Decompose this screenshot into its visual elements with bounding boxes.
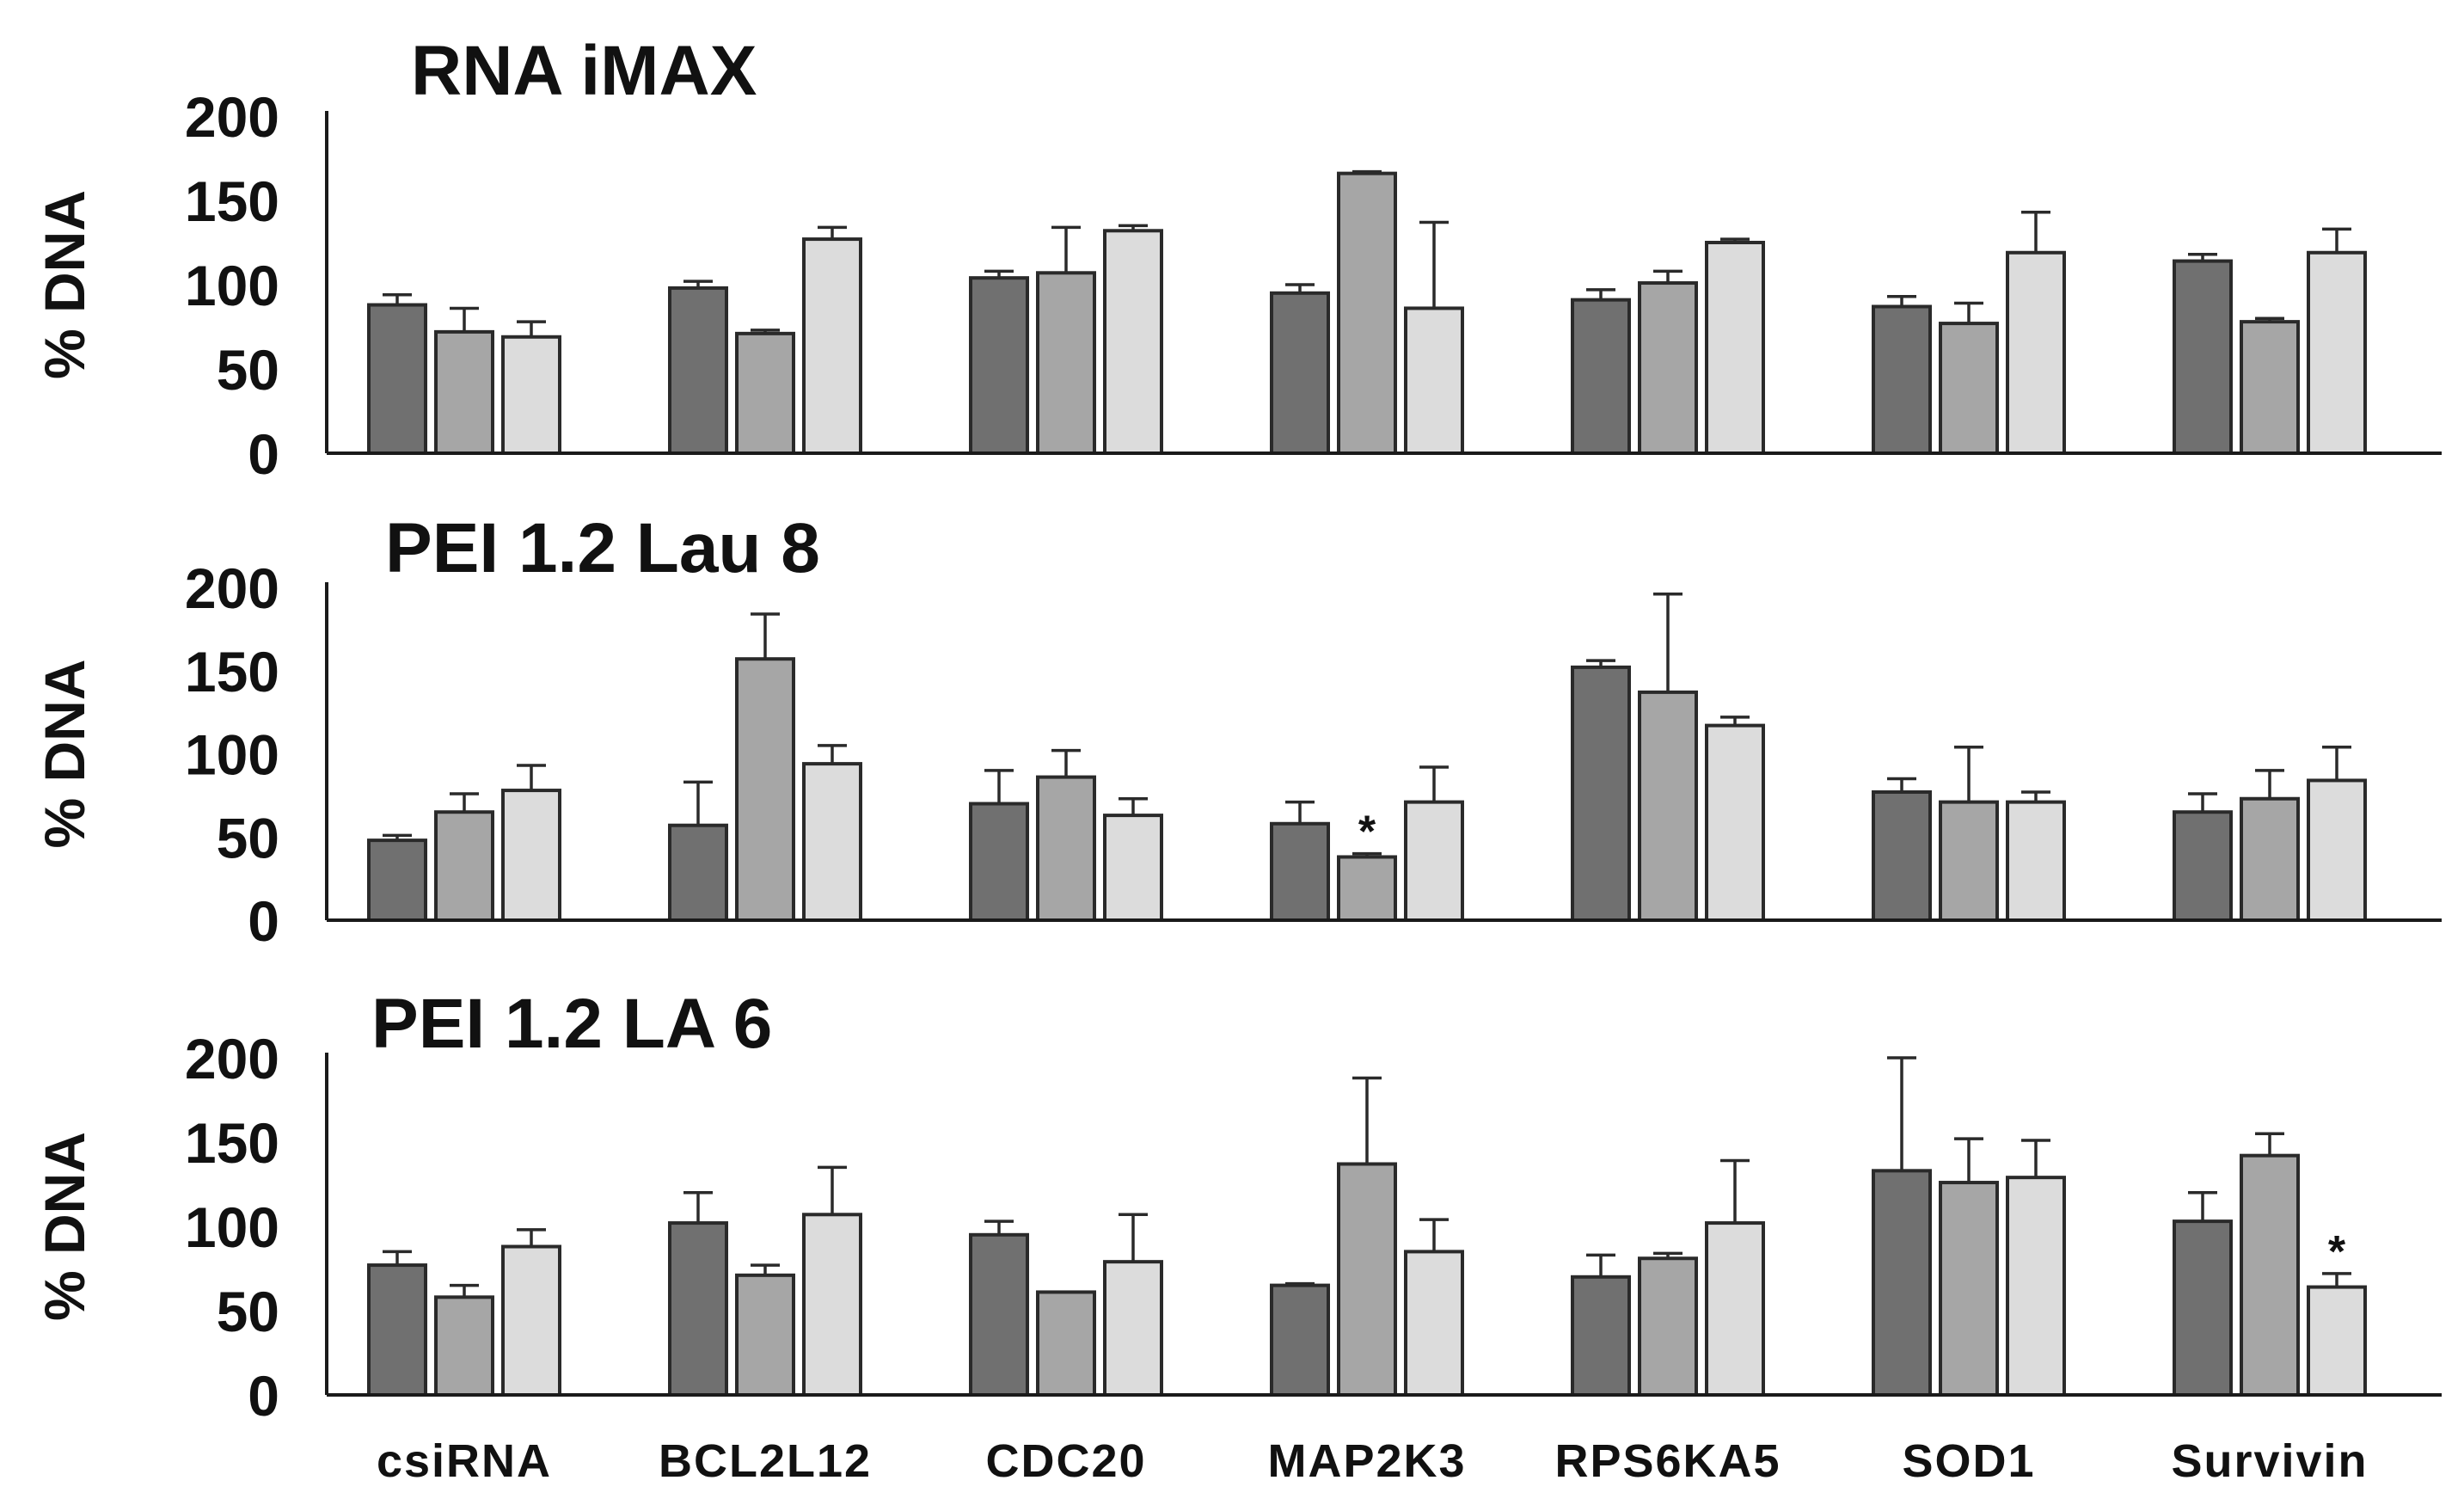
y-tick-label: 0 [248, 1364, 279, 1428]
bar [501, 335, 561, 456]
bar [2006, 250, 2066, 456]
y-tick-label: 200 [185, 1027, 279, 1090]
bar [2240, 796, 2300, 922]
y-tick-label: 50 [217, 806, 279, 869]
y-tick-label: 100 [185, 723, 279, 787]
significance-annotation: * [1358, 808, 1376, 857]
bar [367, 838, 427, 922]
bar [969, 276, 1029, 455]
bar [1337, 171, 1397, 455]
bar [969, 1232, 1029, 1398]
y-axis-label: % DNA [33, 1132, 96, 1321]
y-tick-label: 50 [217, 338, 279, 402]
bar [1404, 1250, 1464, 1398]
bar [802, 762, 862, 922]
bar [1872, 790, 1932, 922]
x-category-label: BCL2L12 [659, 1435, 872, 1487]
bar [1103, 814, 1163, 922]
bar [434, 329, 494, 455]
bar [2240, 320, 2300, 455]
y-axis-label: % DNA [33, 190, 96, 379]
y-tick-label: 150 [185, 1111, 279, 1175]
bar [2307, 250, 2367, 456]
bar [1571, 1275, 1631, 1398]
bar [2240, 1153, 2300, 1398]
x-category-label: MAP2K3 [1267, 1435, 1466, 1487]
bar [1036, 271, 1096, 455]
bar [735, 1273, 795, 1397]
x-category-label: Survivin [2171, 1435, 2368, 1487]
bar [1571, 665, 1631, 922]
bar [1939, 322, 1999, 455]
bar [1103, 229, 1163, 455]
bar [2173, 1219, 2233, 1397]
bar [735, 331, 795, 455]
y-tick-label: 200 [185, 85, 279, 149]
bar [2173, 810, 2233, 922]
bar [1872, 304, 1932, 456]
x-category-label: SOD1 [1902, 1435, 2035, 1487]
y-tick-label: 150 [185, 169, 279, 233]
bar [1337, 1162, 1397, 1397]
bar [1270, 821, 1330, 923]
bar [668, 1221, 728, 1397]
bar [802, 237, 862, 455]
bar [1638, 690, 1698, 923]
bar [668, 286, 728, 456]
bar [1036, 1290, 1096, 1397]
bar [1270, 291, 1330, 455]
bar [1103, 1260, 1163, 1398]
y-tick-label: 100 [185, 1195, 279, 1259]
y-tick-label: 200 [185, 556, 279, 620]
bar [501, 789, 561, 922]
bar [2006, 1176, 2066, 1398]
bar [2307, 778, 2367, 923]
chart-title: PEI 1.2 Lau 8 [385, 509, 820, 587]
bar [434, 1295, 494, 1397]
bar [501, 1244, 561, 1398]
bar [1638, 281, 1698, 456]
bar [735, 657, 795, 923]
bar [2307, 1285, 2367, 1398]
y-axis-label: % DNA [33, 659, 96, 848]
bar [1872, 1169, 1932, 1397]
chart-title: RNA iMAX [411, 32, 757, 110]
bar [1705, 241, 1765, 455]
bar [1404, 800, 1464, 922]
bar [1705, 723, 1765, 922]
bar [1270, 1283, 1330, 1397]
significance-annotation: * [2328, 1227, 2346, 1277]
bar [1337, 855, 1397, 922]
bar [2006, 800, 2066, 922]
bar [1705, 1221, 1765, 1397]
y-tick-label: 150 [185, 640, 279, 703]
y-tick-label: 0 [248, 889, 279, 953]
x-category-label: CDC20 [985, 1435, 1146, 1487]
bar [434, 810, 494, 922]
bar [1036, 775, 1096, 923]
x-category-label: RPS6KA5 [1554, 1435, 1781, 1487]
bar [1939, 1181, 1999, 1398]
bar [802, 1213, 862, 1398]
chart-title: PEI 1.2 LA 6 [371, 985, 772, 1063]
y-tick-label: 100 [185, 254, 279, 317]
bar [2173, 259, 2233, 455]
bar [367, 303, 427, 455]
bar [668, 823, 728, 923]
bar [367, 1263, 427, 1397]
bar [1404, 306, 1464, 455]
bar [1638, 1256, 1698, 1397]
chart-panel-1: RNA iMAX % DNA 0 50 100 150 200 [33, 32, 2442, 486]
chart-panel-3: PEI 1.2 LA 6 % DNA 0 50 100 150 200 * csiRNA BCL2… [33, 985, 2442, 1487]
y-tick-label: 50 [217, 1280, 279, 1343]
chart-panel-2: PEI 1.2 Lau 8 % DNA 0 50 100 150 200 * [33, 509, 2442, 953]
bar [1571, 298, 1631, 456]
bar [1939, 800, 1999, 922]
bar [969, 802, 1029, 922]
x-category-label: csiRNA [377, 1435, 552, 1487]
y-tick-label: 0 [248, 422, 279, 486]
